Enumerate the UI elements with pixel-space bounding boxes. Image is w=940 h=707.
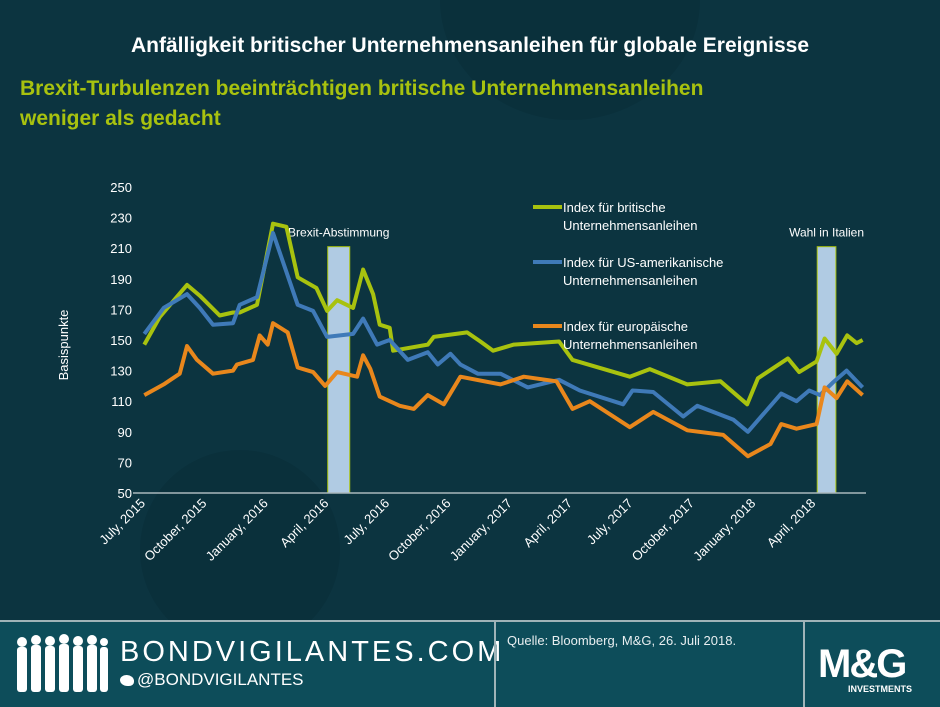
legend-label: Index für europäische xyxy=(563,319,688,334)
x-tick-label: January, 2018 xyxy=(690,496,758,564)
subtitle-line-1: Brexit-Turbulenzen beeinträchtigen briti… xyxy=(20,77,704,100)
event-highlight-bar xyxy=(816,246,837,494)
x-tick-label: July, 2017 xyxy=(584,496,636,548)
legend-label: Unternehmensanleihen xyxy=(563,273,697,288)
footer-divider xyxy=(803,622,805,707)
y-tick-label: 190 xyxy=(110,272,132,287)
twitter-handle-text: @BONDVIGILANTES xyxy=(137,670,304,689)
footer: BONDVIGILANTES.COM @BONDVIGILANTES Quell… xyxy=(0,620,940,707)
logo-subtext: INVESTMENTS xyxy=(848,684,913,694)
x-tick-label: October, 2016 xyxy=(385,496,453,564)
x-tick-label: October, 2015 xyxy=(141,496,209,564)
x-tick-label: April, 2018 xyxy=(764,496,819,551)
source-note: Quelle: Bloomberg, M&G, 26. Juli 2018. xyxy=(507,633,737,648)
chart-title: Anfälligkeit britischer Unternehmensanle… xyxy=(131,34,809,57)
subtitle-line-2: weniger als gedacht xyxy=(20,107,221,130)
y-tick-label: 150 xyxy=(110,333,132,348)
event-label: Wahl in Italien xyxy=(789,226,864,240)
mg-logo: M&G INVESTMENTS xyxy=(818,642,926,696)
x-tick-label: April, 2017 xyxy=(520,496,575,551)
event-label: Brexit-Abstimmung xyxy=(288,226,389,240)
footer-divider xyxy=(494,622,496,707)
series-line-2 xyxy=(143,321,864,459)
legend-label: Unternehmensanleihen xyxy=(563,218,697,233)
people-silhouette-icon xyxy=(17,634,108,692)
x-tick-label: January, 2017 xyxy=(447,496,515,564)
y-tick-label: 90 xyxy=(118,425,132,440)
y-tick-label: 50 xyxy=(118,486,132,501)
x-tick-label: July, 2016 xyxy=(340,496,392,548)
series-line-1 xyxy=(142,230,865,434)
y-tick-label: 230 xyxy=(110,211,132,226)
twitter-icon xyxy=(120,675,134,687)
y-tick-label: 130 xyxy=(110,364,132,379)
y-tick-label: 170 xyxy=(110,302,132,317)
y-tick-label: 110 xyxy=(111,394,132,409)
series-line-0 xyxy=(142,221,864,407)
x-tick-label: April, 2016 xyxy=(277,496,332,551)
brand-link[interactable]: BONDVIGILANTES.COM xyxy=(120,636,505,668)
x-tick-label: July, 2015 xyxy=(96,496,148,548)
y-tick-label: 250 xyxy=(110,180,132,195)
y-axis-label: Basispunkte xyxy=(56,310,71,381)
logo-text: M&G xyxy=(818,642,907,686)
legend-label: Index für US-amerikanische xyxy=(563,255,723,270)
twitter-handle[interactable]: @BONDVIGILANTES xyxy=(120,670,304,690)
line-chart: Basispunkte 250 230 210 190 170 150 130 110 90 70 5… xyxy=(56,180,866,564)
y-tick-label: 210 xyxy=(110,241,132,256)
chart-subtitle: Brexit-Turbulenzen beeinträchtigen briti… xyxy=(20,74,920,134)
legend-label: Index für britische xyxy=(563,200,666,215)
x-tick-label: January, 2016 xyxy=(203,496,271,564)
x-tick-label: October, 2017 xyxy=(629,496,697,564)
background-decoration xyxy=(140,450,340,650)
y-tick-label: 70 xyxy=(118,455,132,470)
event-highlight-bar xyxy=(327,246,351,494)
legend-label: Unternehmensanleihen xyxy=(563,337,697,352)
